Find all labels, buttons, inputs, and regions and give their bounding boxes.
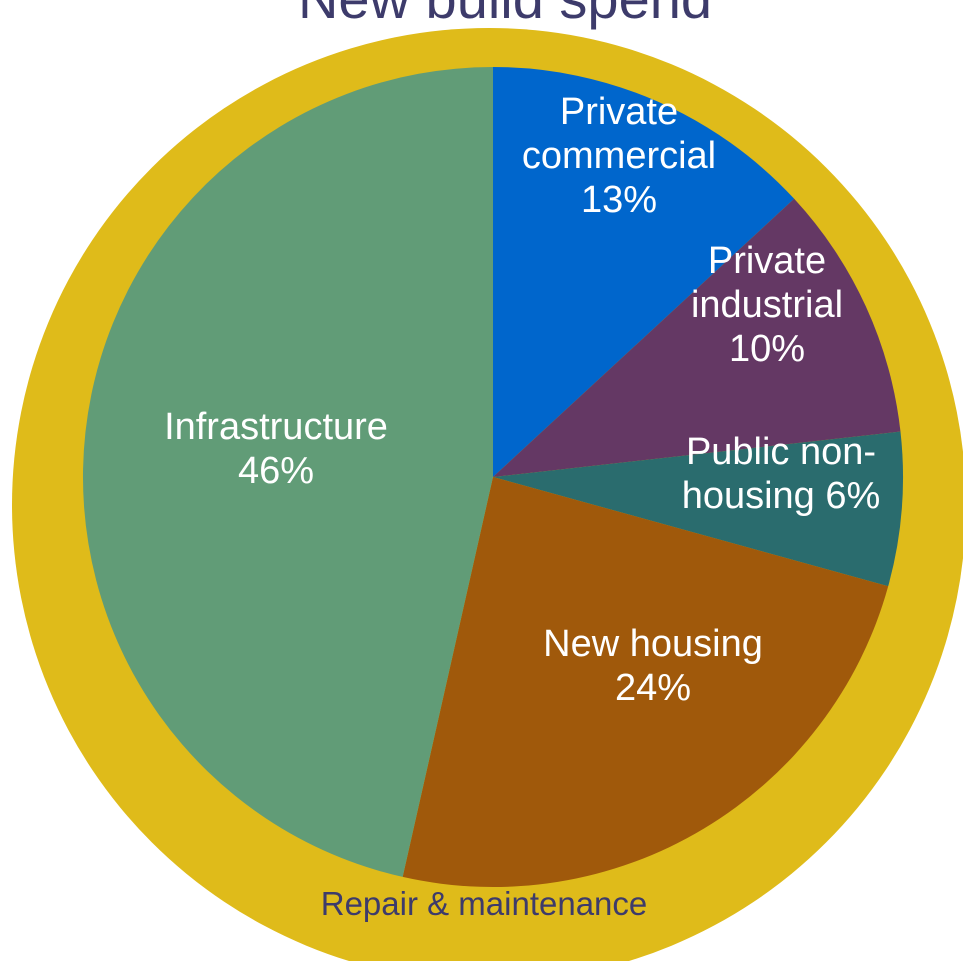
pie-slice-3 [402, 477, 889, 888]
slice-label-0: Private commercial 13% [522, 91, 716, 221]
pie-slice-1 [493, 198, 901, 477]
slice-label-line: housing 6% [682, 475, 881, 517]
slice-label-line: 46% [238, 450, 314, 492]
slice-label-line: Private [708, 240, 826, 282]
slice-label-1: Private industrial 10% [691, 240, 843, 370]
slice-label-2: Public non-housing 6% [682, 431, 881, 517]
outer-ring-label: Repair & maintenance [321, 885, 648, 922]
slice-label-line: commercial [522, 135, 716, 177]
slice-label-line: 24% [615, 667, 691, 709]
pie-slice-labels: Private commercial 13%Private industrial 10%… [164, 91, 880, 709]
chart-title: New build spend [298, 0, 712, 30]
pie-slice-2 [493, 431, 903, 587]
slice-label-line: New housing [543, 623, 763, 665]
slice-label-line: Private [560, 91, 678, 133]
pie-slices [82, 67, 903, 888]
slice-label-3: New housing 24% [543, 623, 763, 709]
pie-slice-0 [493, 67, 795, 477]
slice-label-line: industrial [691, 284, 843, 326]
pie-slice-4 [82, 67, 493, 877]
slice-label-line: 13% [581, 179, 657, 221]
slice-label-line: Public non- [686, 431, 876, 473]
slice-label-line: 10% [729, 328, 805, 370]
slice-label-4: Infrastructure 46% [164, 406, 388, 492]
slice-label-line: Infrastructure [164, 406, 388, 448]
